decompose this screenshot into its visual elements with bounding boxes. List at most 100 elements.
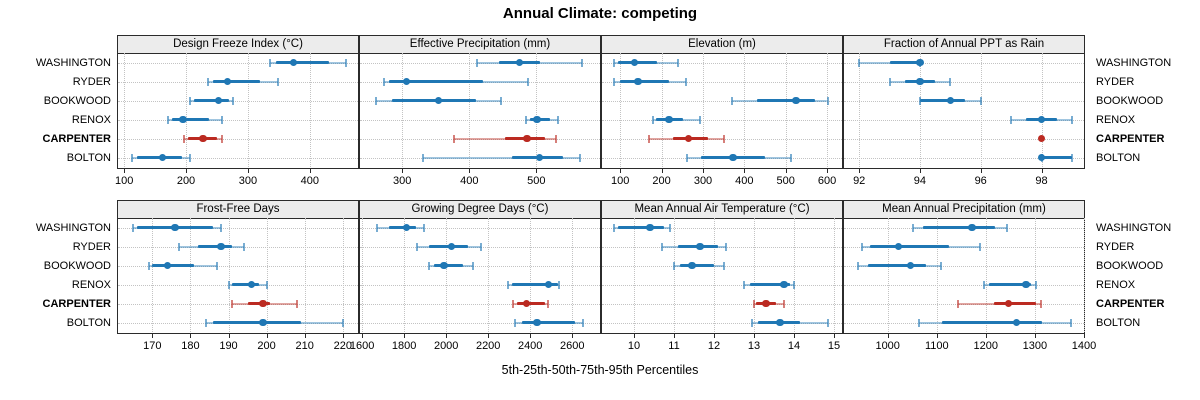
row-gridline xyxy=(118,138,358,140)
whisker-cap xyxy=(265,280,268,289)
station-label-right: RYDER xyxy=(1096,75,1135,88)
median-dot xyxy=(223,77,232,86)
whisker-cap xyxy=(979,242,982,251)
panel-elevation-m-: Elevation (m) 100 200 300 400 500 600 xyxy=(601,35,843,193)
median-dot xyxy=(1004,299,1013,308)
whisker-cap xyxy=(167,115,170,124)
row-gridline xyxy=(602,284,842,286)
quartile-bar xyxy=(213,320,301,325)
whisker-cap xyxy=(918,318,921,327)
whisker-cap xyxy=(686,153,689,162)
whisker-cap xyxy=(723,261,725,270)
axis-tick-label: 13 xyxy=(747,340,761,352)
panel-frost-free-days: Frost-Free Days 170 180 190 200 210 220 xyxy=(117,200,359,358)
row-gridline xyxy=(360,119,600,121)
row-gridline xyxy=(844,246,1084,248)
median-dot xyxy=(217,242,225,251)
panel-plot-area xyxy=(118,53,358,167)
axis-tick-label: 300 xyxy=(693,175,713,187)
panel-design-freeze-index-c-: Design Freeze Index (°C) 100 200 300 400 xyxy=(115,35,359,193)
station-label-right: WASHINGTON xyxy=(1096,56,1172,69)
axis-tick xyxy=(572,334,574,338)
whisker-cap xyxy=(220,134,223,143)
axis-tick-label: 500 xyxy=(776,175,795,187)
median-dot xyxy=(665,115,673,124)
axis-tick-label: 300 xyxy=(238,175,258,187)
row-gridline xyxy=(602,322,842,324)
median-dot xyxy=(199,134,207,143)
axis-tick xyxy=(634,334,635,338)
tick-gridline xyxy=(985,218,987,332)
axis-tick-label: 180 xyxy=(181,340,200,352)
axis-tick xyxy=(754,334,755,338)
axis-tick-label: 200 xyxy=(257,340,276,352)
tick-gridline xyxy=(1084,218,1085,332)
panel-strip-title: Fraction of Annual PPT as Rain xyxy=(844,36,1084,54)
panel-plot-area xyxy=(844,218,1085,332)
tick-gridline xyxy=(530,218,532,332)
station-label-right: BOOKWOOD xyxy=(1096,94,1164,107)
whisker-cap xyxy=(499,96,502,105)
axis-tick-label: 500 xyxy=(527,175,546,187)
row-gridline xyxy=(118,227,358,229)
whisker-cap xyxy=(613,77,615,86)
whisker-cap xyxy=(415,242,418,251)
station-label-left: RYDER xyxy=(72,240,111,253)
panel-strip-title: Design Freeze Index (°C) xyxy=(118,36,358,54)
panel-strip-title: Mean Annual Precipitation (mm) xyxy=(844,201,1084,219)
axis-tick xyxy=(530,334,532,338)
whisker-cap xyxy=(669,223,671,232)
axis-tick-label: 1600 xyxy=(349,340,375,352)
tick-gridline xyxy=(488,218,490,332)
median-dot xyxy=(946,96,955,105)
tick-gridline xyxy=(703,53,704,167)
station-label-right: CARPENTER xyxy=(1096,297,1165,310)
row-gridline xyxy=(360,322,600,324)
whisker-cap xyxy=(685,77,687,86)
axis-tick xyxy=(1084,334,1085,338)
row-gridline xyxy=(844,265,1084,267)
whisker-cap xyxy=(382,77,385,86)
axis-tick-label: 190 xyxy=(219,340,238,352)
panel-row-bottom: WASHINGTON WASHINGTON RYDER RYDER BOOKWOOD BO… xyxy=(0,200,1200,360)
axis-tick xyxy=(152,334,154,338)
median-dot xyxy=(544,280,553,289)
row-gridline xyxy=(360,227,600,229)
median-dot xyxy=(688,261,696,270)
axis-tick-label: 200 xyxy=(652,175,671,187)
quartile-bar xyxy=(198,244,233,249)
median-dot xyxy=(696,242,704,251)
tick-gridline xyxy=(247,53,249,167)
median-dot xyxy=(1012,318,1020,327)
row-gridline xyxy=(118,265,358,267)
median-dot xyxy=(259,299,267,308)
median-dot xyxy=(522,299,531,308)
whisker-cap xyxy=(269,58,272,67)
axis-tick xyxy=(342,334,344,338)
axis-tick xyxy=(446,334,448,338)
tick-gridline xyxy=(827,53,829,167)
row-gridline xyxy=(844,119,1084,121)
whisker-cap xyxy=(422,153,424,162)
median-dot xyxy=(440,261,448,270)
axis-tick xyxy=(1041,169,1043,173)
axis-tick-label: 1000 xyxy=(875,340,900,352)
row-gridline xyxy=(844,81,1084,83)
tick-gridline xyxy=(124,53,126,167)
whisker-cap xyxy=(207,77,210,86)
panel-strip-title: Effective Precipitation (mm) xyxy=(360,36,600,54)
station-label-right: RENOX xyxy=(1096,278,1136,291)
panel-plot-area xyxy=(118,218,358,332)
median-dot xyxy=(447,242,456,251)
whisker-cap xyxy=(826,96,829,105)
axis-tick-label: 12 xyxy=(707,340,721,352)
whisker-cap xyxy=(375,223,378,232)
station-label-left: BOLTON xyxy=(66,316,111,329)
quartile-bar xyxy=(922,225,996,230)
quartile-bar xyxy=(512,282,558,287)
quartile-bar xyxy=(942,320,1042,325)
quartile-bar xyxy=(756,98,815,103)
row-gridline xyxy=(602,119,842,121)
tick-gridline xyxy=(674,218,675,332)
panel-plot-area xyxy=(844,53,1084,167)
